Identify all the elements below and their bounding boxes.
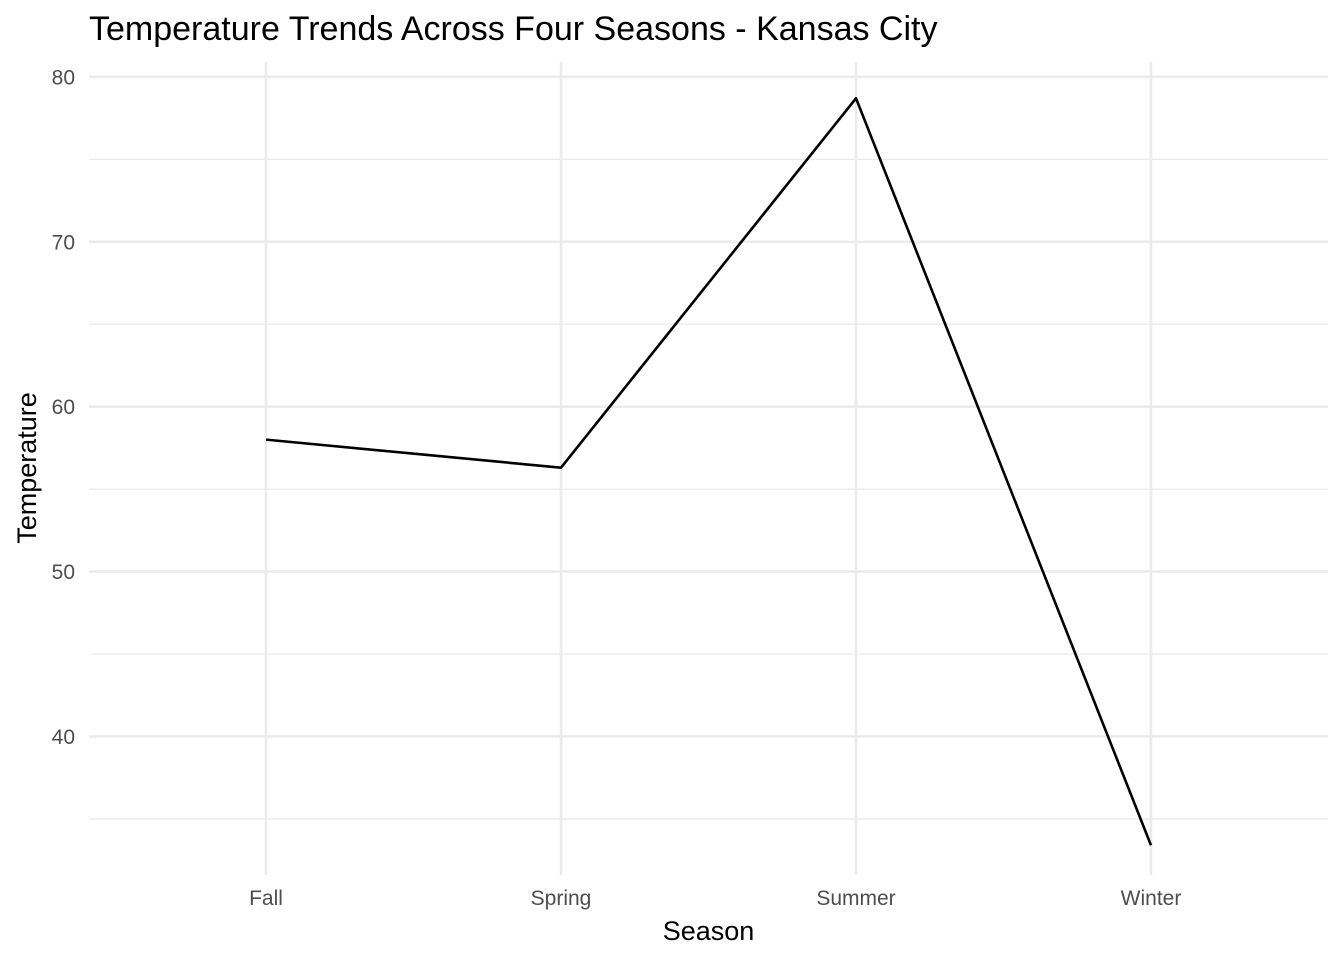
x-axis-ticks: Fall Spring Summer Winter	[249, 887, 1181, 910]
y-tick-label: 60	[52, 396, 75, 419]
y-axis-title: Temperature	[12, 392, 42, 544]
series-line	[265, 96, 1153, 846]
y-axis-ticks: 40 50 60 70 80	[52, 66, 75, 749]
x-tick-label: Spring	[531, 887, 592, 910]
x-tick-label: Summer	[816, 887, 895, 910]
x-axis-title: Season	[663, 916, 755, 946]
x-tick-label: Fall	[249, 887, 283, 910]
chart-title: Temperature Trends Across Four Seasons -…	[89, 10, 937, 48]
y-tick-label: 70	[52, 231, 75, 254]
grid	[89, 62, 1328, 875]
y-tick-label: 50	[52, 561, 75, 584]
y-tick-label: 80	[52, 66, 75, 89]
series-layer	[265, 96, 1153, 846]
x-tick-label: Winter	[1121, 887, 1182, 910]
y-tick-label: 40	[52, 726, 75, 749]
